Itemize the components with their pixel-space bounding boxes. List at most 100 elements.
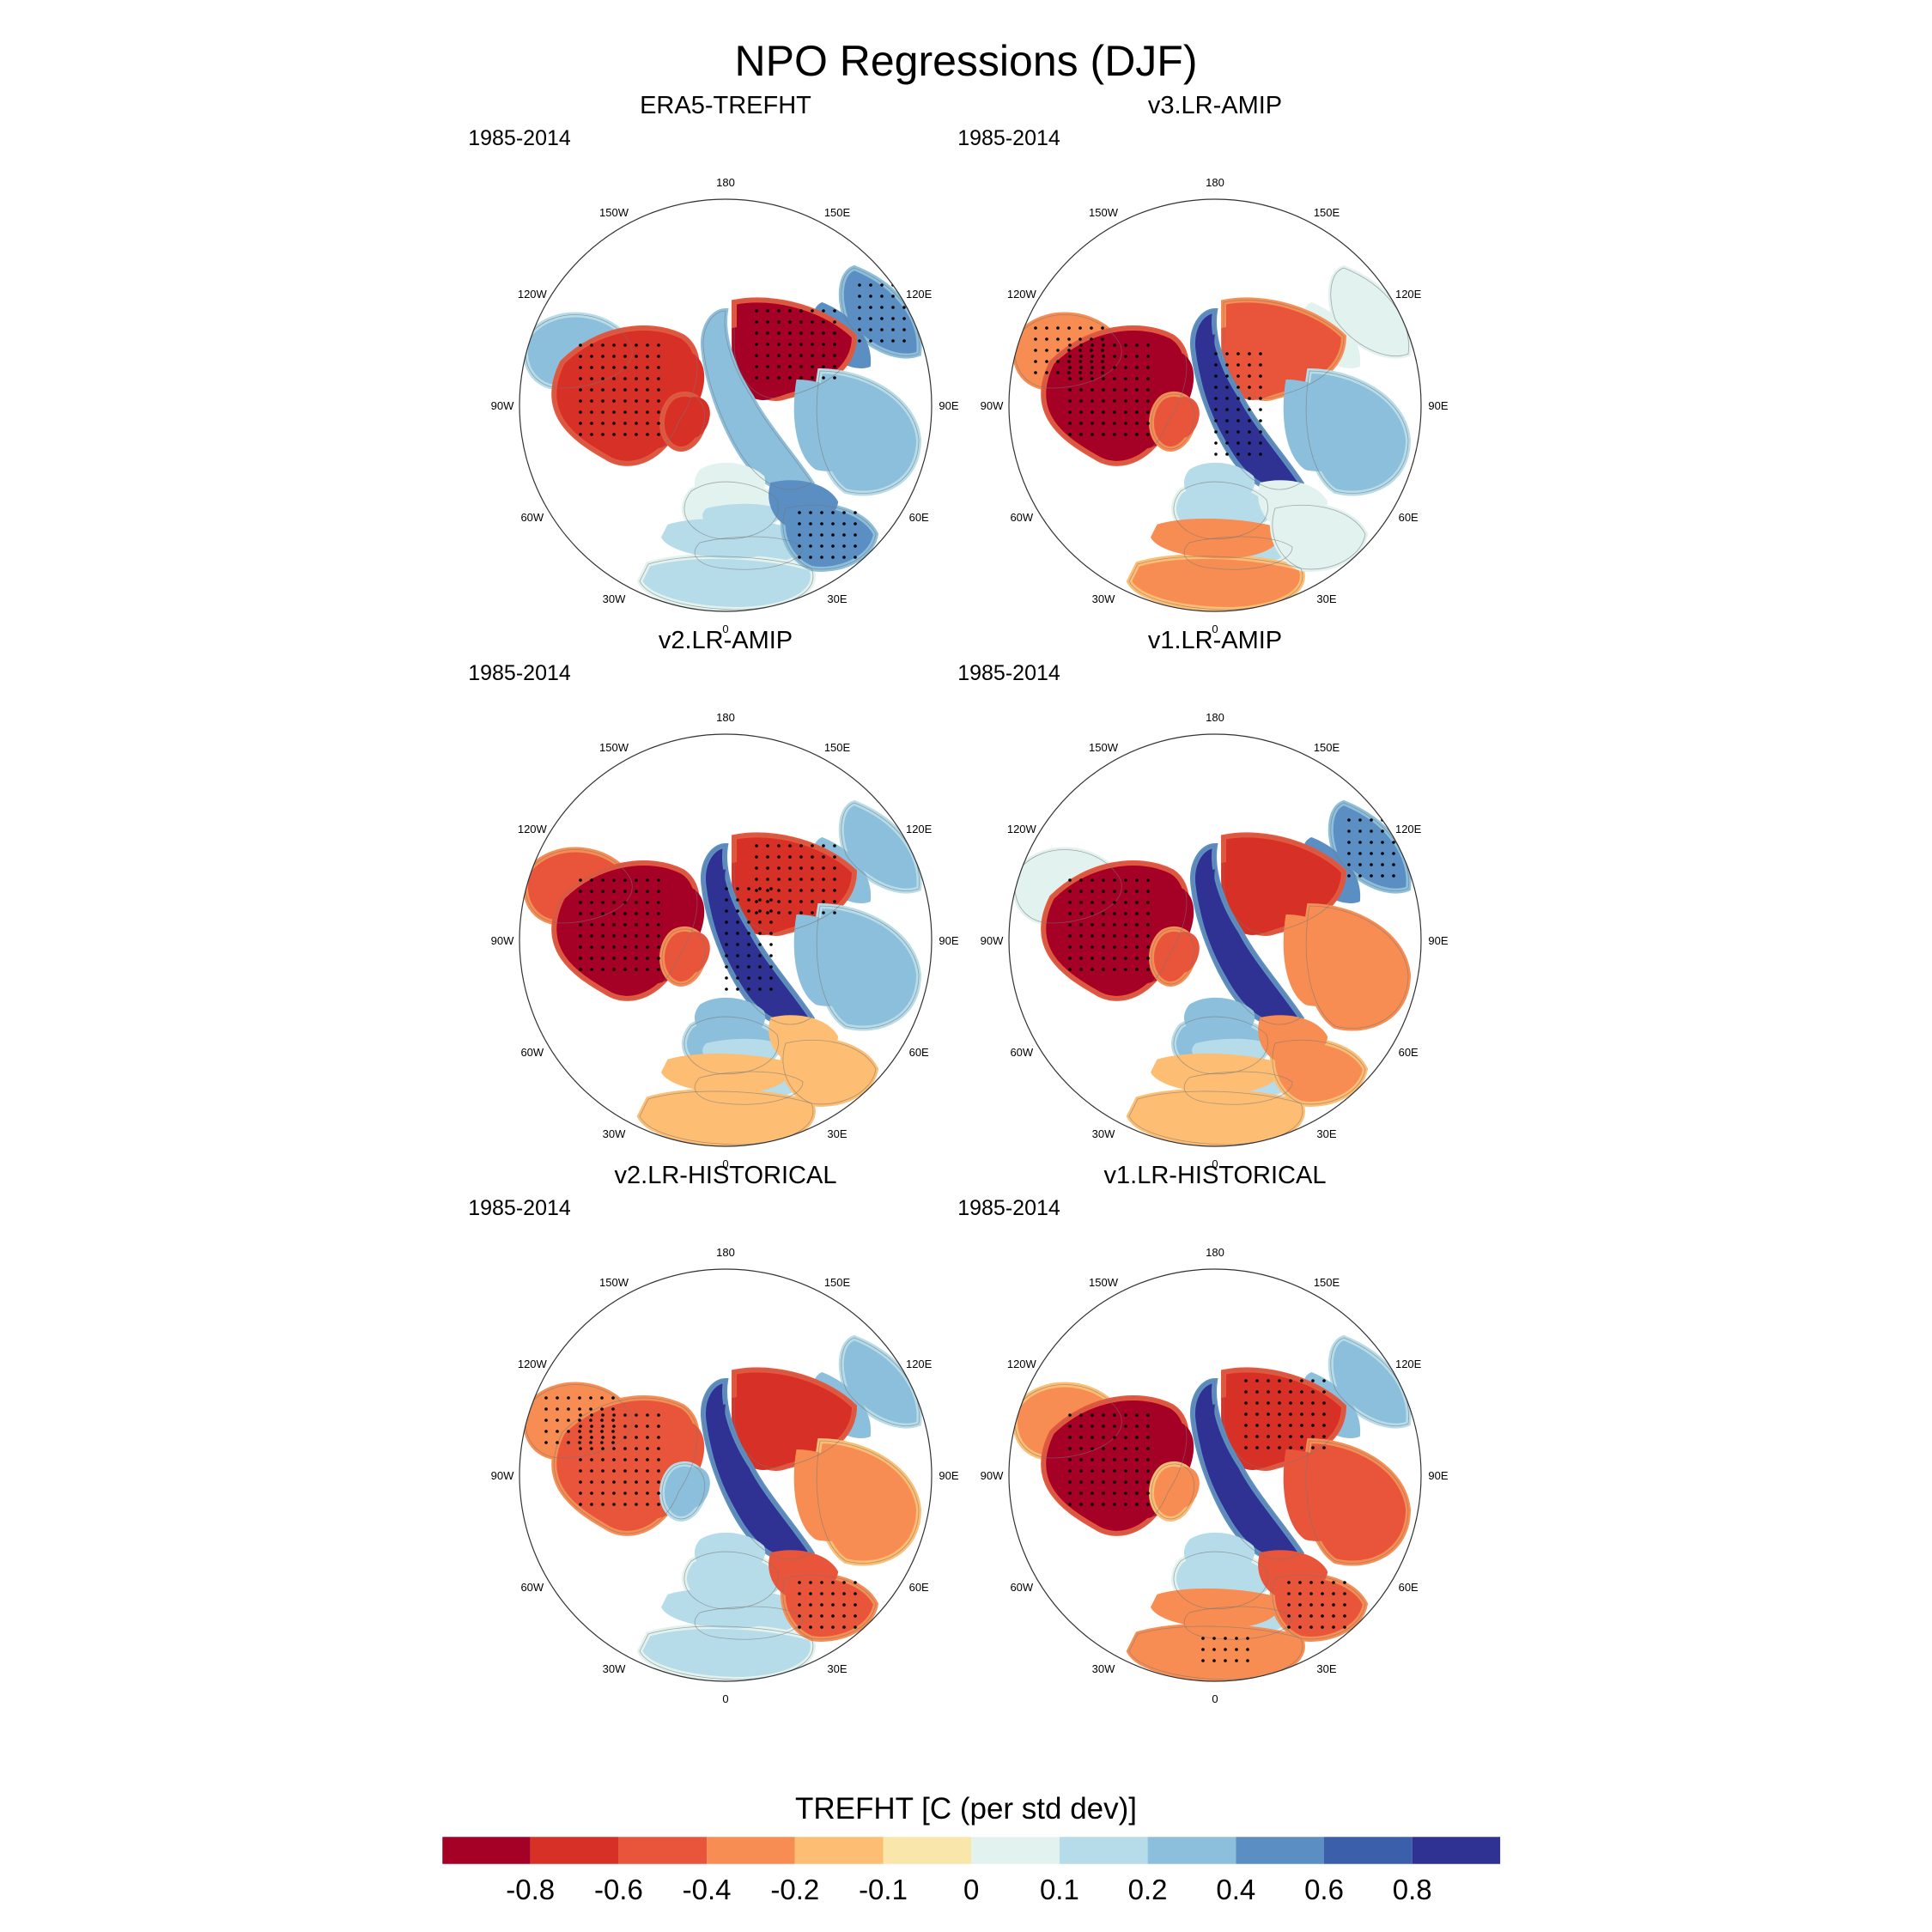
significance-dot	[1079, 968, 1083, 971]
significance-dot	[842, 1592, 846, 1595]
significance-dot	[788, 376, 792, 380]
significance-dot	[788, 900, 792, 903]
significance-dot	[646, 388, 649, 392]
significance-dot	[635, 1436, 638, 1439]
coastline	[841, 1337, 920, 1426]
significance-dot	[1370, 863, 1373, 866]
significance-dot	[611, 1441, 615, 1444]
colorbar-tick-label: -0.6	[594, 1874, 643, 1905]
significance-dot	[777, 889, 781, 892]
significance-dot	[635, 968, 638, 971]
significance-dot	[623, 1503, 627, 1506]
significance-dot	[579, 355, 582, 358]
significance-dot	[891, 295, 895, 298]
significance-dot	[833, 365, 836, 368]
anomaly-core-europe	[1183, 462, 1255, 506]
significance-dot	[833, 911, 836, 914]
coastline	[1042, 1397, 1188, 1534]
significance-dot	[657, 366, 660, 369]
significance-dot	[1102, 1425, 1105, 1428]
significance-dot	[1079, 410, 1083, 414]
coastline	[841, 802, 920, 891]
significance-dot	[1068, 901, 1072, 904]
significance-dot	[1255, 1379, 1259, 1382]
significance-dot	[1068, 1413, 1072, 1417]
coastline	[816, 1440, 920, 1564]
longitude-label: 120W	[1007, 1358, 1037, 1370]
significance-dot	[777, 365, 781, 368]
significance-dot	[880, 339, 884, 343]
significance-dot	[579, 957, 582, 960]
significance-dot	[1079, 912, 1083, 915]
anomaly-core-europe	[1183, 1532, 1255, 1576]
significance-dot	[1255, 1446, 1259, 1449]
significance-dot	[831, 556, 835, 559]
significance-dot	[1102, 923, 1105, 927]
significance-dot	[600, 1407, 604, 1411]
significance-dot	[902, 306, 906, 309]
significance-dot	[657, 410, 660, 414]
significance-dot	[1068, 957, 1072, 960]
significance-dot	[1079, 399, 1083, 403]
significance-dot	[842, 533, 846, 537]
colorbar-swatch	[794, 1837, 884, 1864]
significance-dot	[1135, 388, 1139, 392]
significance-dot	[646, 1447, 649, 1450]
significance-dot	[1079, 377, 1083, 380]
significance-dot	[646, 1458, 649, 1461]
significance-dot	[1321, 1625, 1324, 1629]
significance-dot	[798, 556, 801, 559]
significance-dot	[657, 1503, 660, 1506]
significance-dot	[1124, 388, 1127, 392]
significance-dot	[1113, 343, 1116, 347]
coastline	[639, 1091, 814, 1145]
significance-dot	[725, 932, 728, 935]
significance-dot	[1124, 923, 1127, 927]
significance-dot	[747, 965, 750, 969]
significance-dot	[590, 1413, 593, 1417]
significance-dot	[1124, 901, 1127, 904]
anomaly-core-europe	[1183, 997, 1255, 1041]
significance-dot	[1146, 399, 1150, 403]
significance-dot	[858, 283, 861, 287]
significance-dot	[646, 366, 649, 369]
significance-dot	[1113, 1447, 1116, 1450]
significance-dot	[1309, 1603, 1313, 1607]
significance-dot	[766, 309, 769, 313]
significance-dot	[1067, 326, 1071, 330]
coastline	[1223, 1370, 1345, 1469]
longitude-label: 60W	[1010, 511, 1033, 524]
significance-dot	[822, 900, 825, 903]
panel-title: v1.LR-AMIP	[1148, 627, 1282, 654]
colorbar: TREFHT [C (per std dev)] -0.8 -0.6 -0.4 -0.…	[441, 1792, 1501, 1905]
significance-dot	[1068, 388, 1072, 392]
coastline	[816, 370, 920, 494]
significance-dot	[788, 343, 792, 346]
colorbar-tick-label: 0.2	[1128, 1874, 1168, 1905]
anomaly-core-east-siberia	[1198, 1404, 1279, 1539]
significance-dot	[1045, 349, 1048, 352]
significance-dot	[623, 912, 627, 915]
significance-dot	[777, 911, 781, 914]
colorbar-tick-label: -0.1	[859, 1874, 908, 1905]
significance-dot	[1068, 377, 1072, 380]
significance-dot	[567, 1396, 570, 1400]
coastline	[1183, 1071, 1293, 1105]
land-field	[522, 1334, 922, 1681]
significance-dot	[1259, 374, 1262, 378]
significance-dot	[590, 1425, 593, 1428]
significance-dot	[758, 954, 762, 957]
significance-dot	[579, 1447, 582, 1450]
significance-dot	[1322, 1435, 1326, 1438]
panel-period: 1985-2014	[957, 1196, 1060, 1220]
significance-dot	[612, 1447, 616, 1450]
significance-dot	[635, 388, 638, 392]
map-field	[1009, 734, 1421, 1146]
significance-dot	[1300, 1379, 1303, 1382]
colorbar-tick-label: 0.8	[1393, 1874, 1432, 1905]
significance-dot	[811, 866, 814, 870]
significance-dot	[1244, 1379, 1248, 1382]
significance-dot	[1135, 890, 1139, 893]
land-field	[522, 799, 922, 1146]
significance-dot	[809, 1603, 812, 1607]
